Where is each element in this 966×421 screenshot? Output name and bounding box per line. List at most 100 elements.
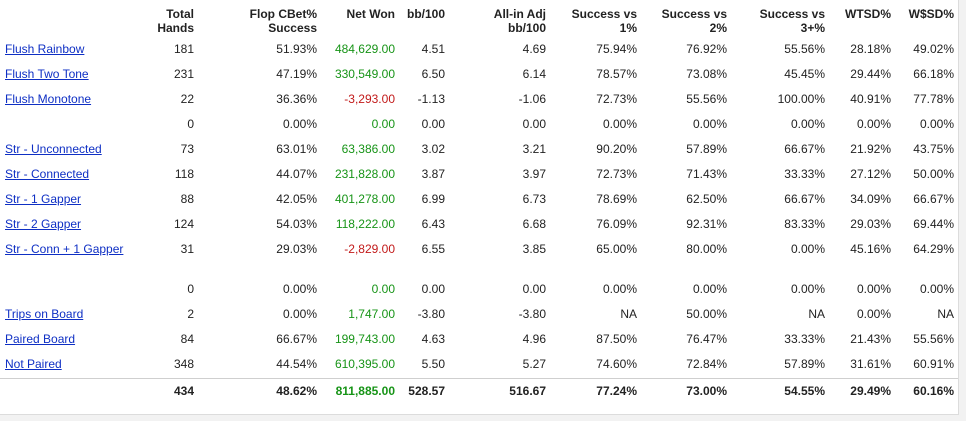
board-texture-link[interactable]: Flush Monotone [5, 92, 92, 106]
cell-success-vs-2: 73.08% [686, 67, 727, 81]
board-texture-link[interactable]: Not Paired [5, 357, 62, 371]
cell-wsd: 66.18% [913, 67, 954, 81]
cell-bb-per-100: 6.99 [421, 192, 445, 206]
cell-board-texture: Str - Unconnected [0, 138, 138, 163]
header-success-vs-3plus[interactable]: Success vs 3+% [731, 0, 829, 38]
cell-success-vs-1: 0.00% [602, 282, 637, 296]
cell-success-vs-1: 65.00% [596, 242, 637, 256]
header-label-line: WTSD% [845, 7, 891, 21]
cell-net-won: 401,278.00 [334, 192, 395, 206]
cell-wtsd: 29.49% [829, 377, 895, 404]
header-label-line: Success vs [661, 7, 727, 21]
cell-net-won: 63,386.00 [341, 142, 395, 156]
cell-net-won: 118,222.00 [335, 217, 395, 231]
cell-success-vs-2: 0.00% [692, 282, 727, 296]
table-row: Flush Monotone 22 36.36% -3,293.00 -1.13 -1.0… [0, 88, 958, 113]
cell-flop-cbet-success: 63.01% [276, 142, 317, 156]
cell-flop-cbet-success: 0.00% [282, 117, 317, 131]
cell-allin-adj-bb-per-100: 516.67 [449, 377, 550, 404]
cell-net-won: 0.00 [371, 117, 395, 131]
header-wsd[interactable]: W$SD% [895, 0, 958, 38]
cell-board-texture: Flush Monotone [0, 88, 138, 113]
cell-wtsd: 27.12% [850, 167, 891, 181]
header-bb-per-100[interactable]: bb/100 [399, 0, 449, 38]
cell-success-vs-1: 78.69% [596, 192, 637, 206]
board-texture-link[interactable]: Flush Rainbow [5, 42, 85, 56]
cell-flop-cbet-success: 0.00% [282, 307, 317, 321]
cell-total-hands: 348 [173, 357, 194, 371]
board-texture-link[interactable]: Str - 2 Gapper [5, 217, 82, 231]
cell-flop-cbet-success: 48.62% [198, 377, 321, 404]
cell-net-won: 231,828.00 [334, 167, 395, 181]
cell-wsd: NA [937, 307, 954, 321]
cell-bb-per-100: 4.63 [421, 332, 445, 346]
cell-success-vs-1: 76.09% [596, 217, 637, 231]
cell-net-won: -3,293.00 [344, 92, 395, 106]
header-label-line: Success vs [759, 7, 825, 21]
cell-net-won: 1,747.00 [348, 307, 395, 321]
cell-board-texture: Str - 2 Gapper [0, 213, 138, 238]
cell-wsd: 50.00% [913, 167, 954, 181]
cell-wtsd: 28.18% [850, 42, 891, 56]
cell-success-vs-3plus: 54.55% [731, 377, 829, 404]
board-texture-link[interactable]: Str - Connected [5, 167, 90, 181]
cell-success-vs-3plus: 45.45% [784, 67, 825, 81]
cell-bb-per-100: 4.51 [421, 42, 445, 56]
cell-board-texture: Str - Connected [0, 163, 138, 188]
cell-success-vs-1: 77.24% [550, 377, 641, 404]
cell-total-hands: 88 [180, 192, 194, 206]
cell-allin-adj-bb-per-100: -3.80 [518, 307, 546, 321]
table-row: Str - 2 Gapper 124 54.03% 118,222.00 6.43 6.6… [0, 213, 958, 238]
cell-bb-per-100: 0.00 [421, 117, 445, 131]
cell-success-vs-1: 75.94% [596, 42, 637, 56]
cell-flop-cbet-success: 51.93% [276, 42, 317, 56]
cell-board-texture: Flush Rainbow [0, 38, 138, 63]
cell-board-texture [0, 377, 138, 404]
header-success-vs-2[interactable]: Success vs 2% [641, 0, 731, 38]
cell-flop-cbet-success: 36.36% [276, 92, 317, 106]
board-texture-link[interactable]: Str - 1 Gapper [5, 192, 82, 206]
cell-bb-per-100: 3.02 [421, 142, 445, 156]
cell-bb-per-100: -1.13 [417, 92, 445, 106]
table-row: Paired Board 84 66.67% 199,743.00 4.63 4.96 87… [0, 328, 958, 353]
cell-wtsd: 21.92% [850, 142, 891, 156]
cell-flop-cbet-success: 44.07% [276, 167, 317, 181]
header-allin-adj-bb-per-100[interactable]: All-in Adj bb/100 [449, 0, 550, 38]
board-texture-link[interactable]: Str - Unconnected [5, 142, 102, 156]
board-texture-stats-table: Total Hands Flop CBet% Success Net Won bb/100… [0, 0, 958, 404]
cell-allin-adj-bb-per-100: 0.00 [522, 282, 546, 296]
board-texture-link[interactable]: Paired Board [5, 332, 76, 346]
header-net-won[interactable]: Net Won [321, 0, 399, 38]
cell-wsd: 49.02% [913, 42, 954, 56]
cell-success-vs-2: 76.47% [686, 332, 727, 346]
cell-success-vs-3plus: 0.00% [790, 242, 825, 256]
cell-total-hands: 0 [187, 282, 194, 296]
header-total-hands[interactable]: Total Hands [138, 0, 198, 38]
cell-board-texture: Str - 1 Gapper [0, 188, 138, 213]
header-flop-cbet-success[interactable]: Flop CBet% Success [198, 0, 321, 38]
cell-success-vs-2: 80.00% [686, 242, 727, 256]
cell-success-vs-2: 92.31% [686, 217, 727, 231]
cell-net-won: 610,395.00 [334, 357, 395, 371]
cell-net-won: 811,885.00 [321, 377, 399, 404]
cell-total-hands: 118 [174, 167, 194, 181]
cell-wtsd: 45.16% [850, 242, 891, 256]
cell-success-vs-3plus: 83.33% [784, 217, 825, 231]
header-board-texture[interactable] [0, 0, 138, 38]
cell-allin-adj-bb-per-100: 6.14 [522, 67, 546, 81]
cell-allin-adj-bb-per-100: 0.00 [522, 117, 546, 131]
table-row: Flush Rainbow 181 51.93% 484,629.00 4.51 4.69… [0, 38, 958, 63]
header-label-line: Success [268, 21, 317, 35]
board-texture-link[interactable]: Flush Two Tone [5, 67, 89, 81]
cell-success-vs-1: 90.20% [596, 142, 637, 156]
cell-bb-per-100: 528.57 [399, 377, 449, 404]
cell-success-vs-3plus: 33.33% [784, 332, 825, 346]
header-wtsd[interactable]: WTSD% [829, 0, 895, 38]
board-texture-link[interactable]: Str - Conn + 1 Gapper [5, 242, 124, 256]
header-success-vs-1[interactable]: Success vs 1% [550, 0, 641, 38]
cell-success-vs-1: 0.00% [602, 117, 637, 131]
cell-success-vs-1: 72.73% [596, 92, 637, 106]
cell-success-vs-2: 71.43% [686, 167, 727, 181]
cell-wsd: 60.91% [913, 357, 954, 371]
board-texture-link[interactable]: Trips on Board [5, 307, 84, 321]
